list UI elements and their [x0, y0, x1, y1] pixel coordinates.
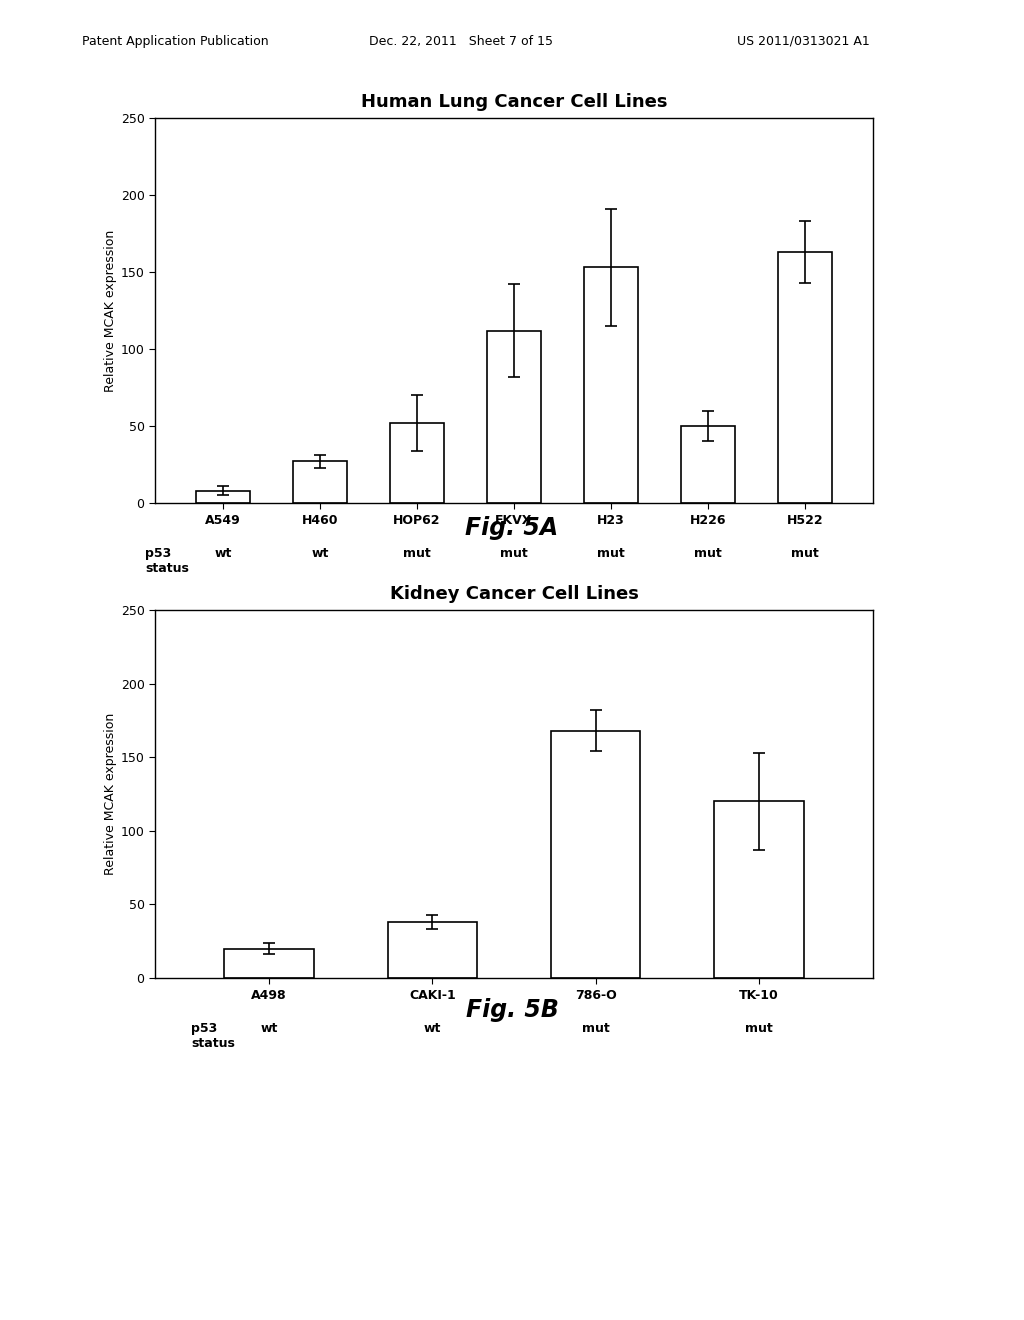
Title: Kidney Cancer Cell Lines: Kidney Cancer Cell Lines	[389, 585, 638, 603]
Text: Dec. 22, 2011   Sheet 7 of 15: Dec. 22, 2011 Sheet 7 of 15	[369, 36, 553, 48]
Bar	[387, 923, 477, 978]
Text: mut: mut	[744, 1023, 773, 1035]
Bar	[681, 426, 735, 503]
Text: wt: wt	[311, 548, 329, 561]
Bar	[778, 252, 831, 503]
Text: mut: mut	[403, 548, 431, 561]
Y-axis label: Relative MCAK expression: Relative MCAK expression	[103, 230, 117, 392]
Text: US 2011/0313021 A1: US 2011/0313021 A1	[737, 36, 870, 48]
Bar	[197, 491, 250, 503]
Text: mut: mut	[500, 548, 528, 561]
Y-axis label: Relative MCAK expression: Relative MCAK expression	[103, 713, 117, 875]
Text: wt: wt	[214, 548, 231, 561]
Text: p53
status: p53 status	[191, 1023, 236, 1051]
Text: mut: mut	[597, 548, 625, 561]
Bar	[293, 462, 347, 503]
Text: mut: mut	[694, 548, 722, 561]
Text: p53
status: p53 status	[145, 548, 189, 576]
Text: Fig. 5B: Fig. 5B	[466, 998, 558, 1022]
Bar	[390, 422, 443, 503]
Text: wt: wt	[424, 1023, 441, 1035]
Title: Human Lung Cancer Cell Lines: Human Lung Cancer Cell Lines	[360, 92, 668, 111]
Text: Fig. 5A: Fig. 5A	[466, 516, 558, 540]
Bar	[585, 268, 638, 503]
Text: wt: wt	[260, 1023, 278, 1035]
Text: mut: mut	[792, 548, 819, 561]
Bar	[224, 949, 314, 978]
Bar	[714, 801, 804, 978]
Bar	[551, 731, 640, 978]
Bar	[487, 330, 541, 503]
Text: Patent Application Publication: Patent Application Publication	[82, 36, 268, 48]
Text: mut: mut	[582, 1023, 609, 1035]
